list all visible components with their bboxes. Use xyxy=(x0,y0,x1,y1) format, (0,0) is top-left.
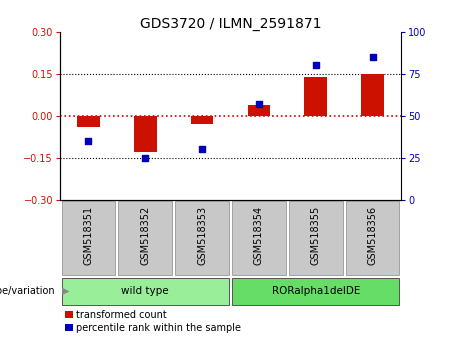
Bar xyxy=(118,201,172,275)
Bar xyxy=(134,116,157,152)
Bar xyxy=(289,201,343,275)
Point xyxy=(85,138,92,144)
Bar xyxy=(175,201,229,275)
Point xyxy=(312,63,319,68)
Text: genotype/variation: genotype/variation xyxy=(0,286,55,296)
Bar xyxy=(346,201,399,275)
Bar xyxy=(361,74,384,116)
Point xyxy=(198,147,206,152)
Text: ▶: ▶ xyxy=(62,286,70,296)
Text: wild type: wild type xyxy=(121,286,169,296)
Text: GSM518354: GSM518354 xyxy=(254,206,264,265)
Text: GSM518352: GSM518352 xyxy=(140,206,150,265)
Bar xyxy=(77,116,100,127)
Legend: transformed count, percentile rank within the sample: transformed count, percentile rank withi… xyxy=(65,310,242,333)
Point xyxy=(255,101,263,107)
Text: GSM518355: GSM518355 xyxy=(311,206,321,265)
Point xyxy=(369,54,376,60)
Bar xyxy=(62,278,229,305)
Text: GSM518353: GSM518353 xyxy=(197,206,207,265)
Bar xyxy=(248,105,270,116)
Bar xyxy=(304,77,327,116)
Text: GSM518356: GSM518356 xyxy=(367,206,378,265)
Point xyxy=(142,155,149,161)
Bar xyxy=(62,201,115,275)
Text: GSM518351: GSM518351 xyxy=(83,206,94,265)
Text: RORalpha1delDE: RORalpha1delDE xyxy=(272,286,360,296)
Title: GDS3720 / ILMN_2591871: GDS3720 / ILMN_2591871 xyxy=(140,17,321,31)
Bar xyxy=(191,116,213,124)
Bar xyxy=(232,201,286,275)
Bar xyxy=(232,278,399,305)
